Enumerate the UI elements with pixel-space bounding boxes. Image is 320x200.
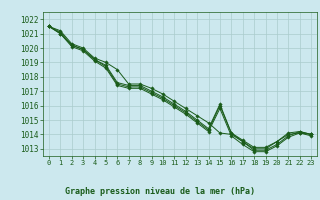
Text: Graphe pression niveau de la mer (hPa): Graphe pression niveau de la mer (hPa) bbox=[65, 187, 255, 196]
